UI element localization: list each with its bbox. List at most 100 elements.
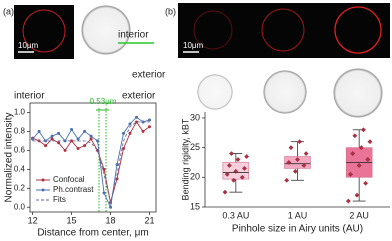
data-point (354, 192, 360, 198)
data-point (352, 133, 358, 139)
data-point (57, 141, 61, 145)
x-tick-label: 1 AU (288, 210, 308, 220)
data-point (76, 146, 80, 150)
data-point (135, 115, 139, 119)
data-point (115, 163, 119, 167)
data-point (122, 146, 126, 150)
y-tick-label: 1.0 (14, 108, 26, 117)
annotation: 0.53μm (90, 97, 117, 106)
x-axis-label: Distance from center, μm (37, 228, 148, 239)
x-tick-label: 12 (28, 215, 38, 225)
y-axis-label: Normalized intensity (4, 112, 15, 202)
data-point (102, 167, 106, 171)
data-point (222, 189, 228, 195)
x-tick-label: 2 AU (349, 210, 369, 220)
y-tick-label: 25 (190, 142, 200, 152)
y-tick-label: 0.0 (14, 202, 26, 211)
y-tick-label: 15 (190, 201, 200, 211)
data-point (345, 198, 351, 204)
data-point (348, 171, 353, 177)
legend-label: Ph.contrast (53, 185, 94, 194)
image-label: exterior (132, 70, 166, 81)
data-point (70, 139, 74, 143)
data-point (303, 151, 309, 156)
data-point (50, 137, 54, 141)
data-point (109, 205, 113, 209)
data-point (365, 157, 371, 162)
data-point (83, 129, 87, 133)
phase-contrast-image (197, 74, 233, 110)
data-point (350, 151, 356, 156)
x-axis-label: Pinhole size in Airy units (AU) (232, 224, 363, 235)
y-axis-label: Bending rigidity, kBT (180, 118, 190, 200)
annotation: interior (14, 91, 45, 102)
data-point (358, 145, 364, 151)
image-label: interior (118, 30, 149, 41)
data-point (148, 125, 152, 129)
legend-label: Confocal (53, 175, 85, 184)
data-point (37, 129, 41, 133)
y-tick-label: 0.6 (14, 146, 26, 155)
data-point (235, 157, 241, 162)
data-point (231, 177, 237, 183)
data-point (31, 137, 35, 141)
phase-contrast-image (333, 68, 383, 118)
legend-label: Fits (53, 195, 66, 204)
data-point (292, 168, 298, 174)
x-tick-label: 15 (67, 215, 77, 225)
plot-frame (29, 102, 157, 213)
data-point (122, 131, 126, 135)
y-tick-label: 0.2 (14, 183, 26, 192)
panel-label: (b) (165, 6, 176, 16)
data-point (242, 165, 247, 171)
data-point (301, 163, 307, 168)
data-point (70, 128, 74, 132)
y-tick-label: 20 (190, 172, 200, 182)
data-point (288, 145, 294, 151)
data-point (128, 131, 132, 135)
data-point (363, 180, 369, 186)
box (284, 156, 311, 169)
data-point (63, 148, 67, 152)
data-point (239, 174, 245, 180)
panel-label: (a) (3, 6, 14, 16)
data-point (224, 171, 230, 177)
membrane-ring (22, 9, 66, 53)
series-line (32, 121, 150, 203)
data-point (233, 168, 239, 174)
legend-marker (41, 178, 45, 182)
data-point (286, 160, 292, 165)
data-point (356, 163, 362, 168)
data-point (367, 139, 373, 145)
scale-bar-label: 10μm (183, 41, 204, 50)
data-point (229, 151, 234, 156)
data-point (361, 127, 366, 133)
data-point (135, 120, 139, 124)
y-tick-label: 0.4 (14, 164, 26, 173)
data-point (96, 139, 100, 143)
data-point (76, 137, 80, 141)
data-point (244, 154, 250, 159)
data-point (102, 191, 106, 195)
membrane-ring (193, 10, 233, 50)
data-point (89, 134, 93, 138)
data-point (50, 134, 54, 138)
data-point (297, 139, 303, 145)
data-point (284, 177, 290, 183)
data-point (83, 144, 87, 148)
phase-contrast-image (263, 70, 307, 114)
membrane-ring (334, 6, 382, 54)
y-tick-label: 0.8 (14, 127, 26, 136)
data-point (89, 137, 93, 141)
data-point (148, 118, 152, 122)
membrane-ring (261, 8, 305, 52)
data-point (226, 163, 232, 168)
x-tick-label: 21 (144, 215, 154, 225)
data-point (57, 131, 61, 135)
data-point (295, 157, 300, 162)
scale-bar-label: 10μm (18, 41, 39, 50)
x-tick-label: 18 (106, 215, 116, 225)
data-point (44, 144, 48, 148)
data-point (141, 129, 145, 133)
